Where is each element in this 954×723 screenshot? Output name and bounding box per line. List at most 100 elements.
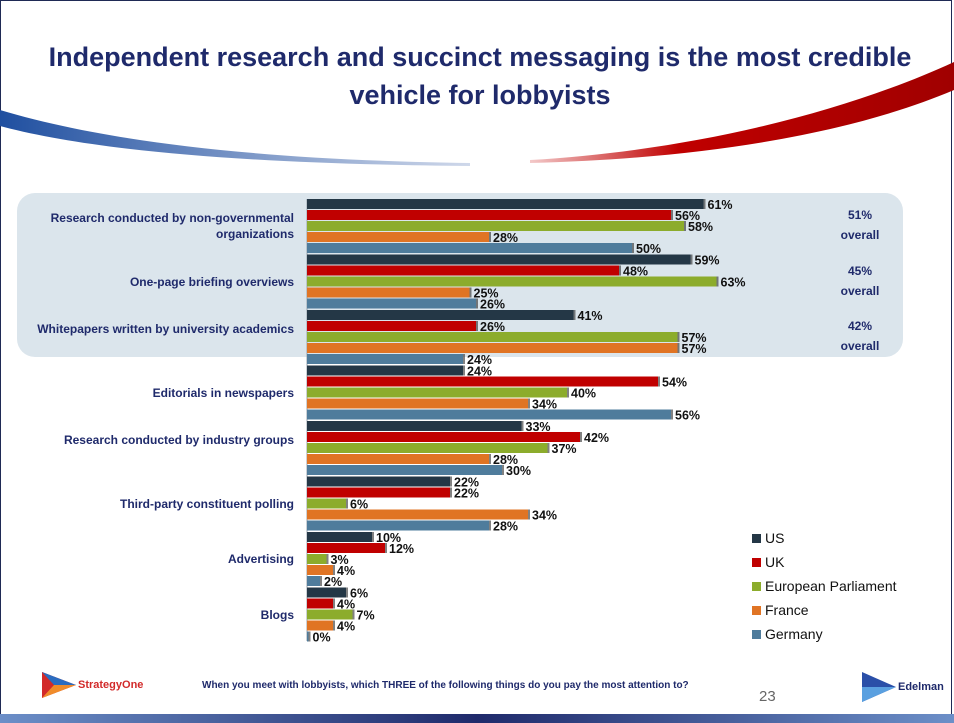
- category-label: Research conducted by non-governmental o…: [50, 211, 294, 241]
- data-label: 4%: [337, 598, 355, 612]
- bar-end-cap: [489, 520, 491, 531]
- bar-us: [307, 532, 372, 542]
- bar-european-parliament: [307, 443, 548, 453]
- data-label: 24%: [467, 353, 492, 367]
- bar-germany: [307, 631, 309, 642]
- bar-end-cap: [547, 443, 550, 453]
- bar-end-cap: [632, 243, 634, 253]
- bar-end-cap: [320, 576, 322, 586]
- bar-european-parliament: [307, 387, 567, 398]
- bar-european-parliament: [307, 221, 684, 231]
- bar-end-cap: [372, 532, 374, 542]
- bar-germany: [307, 354, 463, 364]
- data-label: 54%: [662, 376, 687, 390]
- bar-end-cap: [677, 343, 680, 353]
- bar-us: [307, 421, 522, 431]
- header-swoosh: [0, 62, 954, 166]
- data-label: 34%: [532, 509, 557, 523]
- bar-end-cap: [489, 232, 491, 242]
- bar-end-cap: [476, 321, 478, 331]
- bar-european-parliament: [307, 276, 717, 287]
- bar-end-cap: [333, 598, 335, 609]
- bar-end-cap: [489, 454, 491, 464]
- overall-note: 45% overall: [840, 263, 880, 298]
- bar-end-cap: [463, 354, 465, 364]
- bar-end-cap: [677, 332, 680, 342]
- data-label: 28%: [493, 453, 518, 467]
- bar-germany: [307, 465, 502, 475]
- bar-germany: [307, 298, 476, 309]
- legend-item: European Parliament: [752, 576, 897, 596]
- bar-end-cap: [580, 432, 582, 442]
- bar-france: [307, 343, 678, 353]
- bar-france: [307, 232, 489, 242]
- legend-item: France: [752, 600, 809, 620]
- bar-european-parliament: [307, 332, 678, 342]
- strategyone-logo-text: StrategyOne: [78, 679, 144, 691]
- bar-end-cap: [567, 387, 569, 398]
- bar-uk: [307, 210, 671, 220]
- data-label: 26%: [480, 320, 505, 334]
- bar-uk: [307, 265, 619, 276]
- bar-end-cap: [463, 365, 465, 376]
- bar-france: [307, 287, 470, 298]
- legend-swatch: [752, 533, 761, 543]
- data-label: 28%: [493, 520, 518, 534]
- data-label: 56%: [675, 209, 700, 223]
- bar-france: [307, 620, 333, 631]
- legend-item: Germany: [752, 624, 823, 644]
- category-label: Advertising: [227, 552, 294, 566]
- legend-label: European Parliament: [765, 578, 897, 594]
- bar-uk: [307, 487, 450, 498]
- edelman-logo-text: Edelman: [898, 681, 944, 693]
- bar-end-cap: [521, 421, 524, 431]
- bar-us: [307, 587, 346, 598]
- bar-end-cap: [573, 310, 576, 320]
- data-label: 48%: [623, 265, 648, 279]
- data-label: 50%: [636, 242, 661, 256]
- bar-end-cap: [690, 254, 693, 265]
- data-label: 58%: [688, 220, 713, 234]
- data-label: 57%: [682, 342, 707, 356]
- bar-end-cap: [716, 276, 719, 287]
- legend-item: UK: [752, 552, 784, 572]
- bar-end-cap: [450, 476, 452, 487]
- overall-note: 42% overall: [840, 319, 880, 353]
- bar-end-cap: [308, 631, 311, 642]
- data-label: 4%: [337, 620, 355, 634]
- category-label: Research conducted by industry groups: [63, 433, 294, 447]
- data-label: 6%: [350, 587, 368, 601]
- bar-france: [307, 398, 528, 409]
- category-label: Whitepapers written by university academ…: [37, 322, 294, 336]
- bar-end-cap: [352, 609, 355, 620]
- legend-label: France: [765, 602, 809, 618]
- bar-end-cap: [450, 487, 452, 498]
- bar-end-cap: [671, 210, 673, 220]
- data-label: 41%: [578, 309, 603, 323]
- bar-end-cap: [528, 398, 530, 409]
- bar-france: [307, 509, 528, 520]
- bar-germany: [307, 409, 671, 420]
- bar-european-parliament: [307, 498, 346, 509]
- data-label: 30%: [506, 464, 531, 478]
- data-label: 12%: [389, 542, 414, 556]
- legend-swatch: [752, 629, 761, 639]
- data-label: 61%: [708, 198, 733, 212]
- bar-end-cap: [658, 376, 660, 387]
- category-label: Blogs: [260, 607, 294, 622]
- bar-end-cap: [326, 554, 329, 564]
- bar-france: [307, 565, 333, 575]
- bar-european-parliament: [307, 609, 353, 620]
- bar-uk: [307, 543, 385, 553]
- data-label: 34%: [532, 398, 557, 412]
- data-label: 2%: [324, 575, 342, 589]
- bar-end-cap: [476, 298, 478, 309]
- data-label: 10%: [376, 531, 401, 545]
- data-label: 4%: [337, 564, 355, 578]
- data-label: 6%: [350, 498, 368, 512]
- edelman-logo-icon: [862, 672, 896, 702]
- data-label: 37%: [552, 442, 577, 456]
- bar-end-cap: [619, 265, 621, 276]
- bar-us: [307, 310, 574, 320]
